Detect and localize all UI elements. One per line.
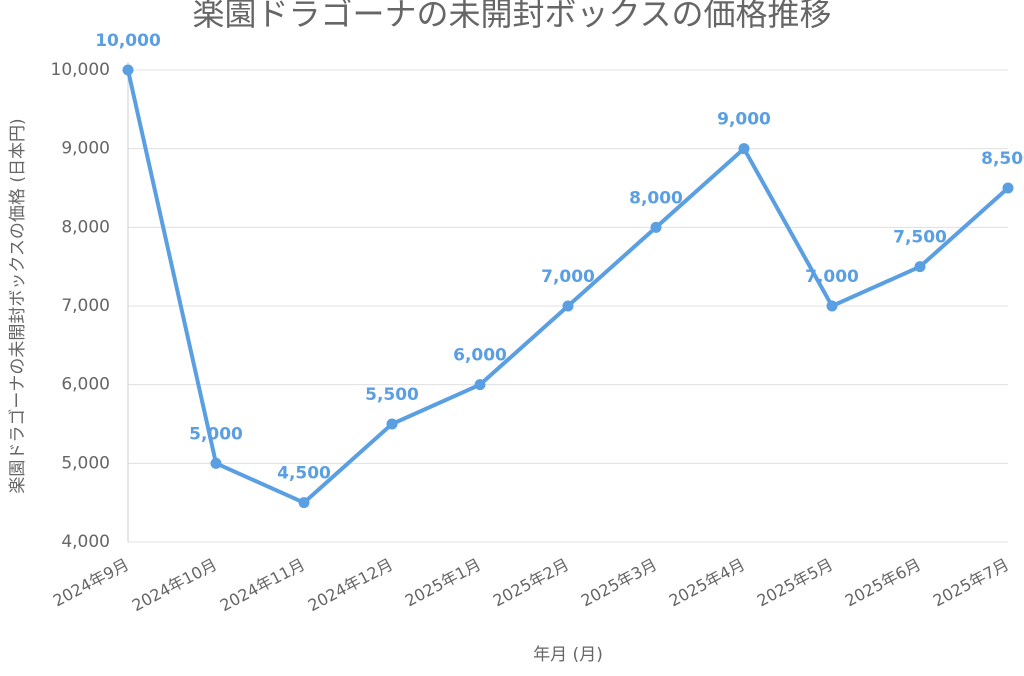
chart-title: 楽園ドラゴーナの未開封ボックスの価格推移	[192, 0, 831, 33]
point	[914, 261, 926, 273]
x-tick-label: 2025年7月	[930, 555, 1012, 611]
point	[474, 379, 486, 391]
y-tick-label: 8,000	[61, 217, 110, 237]
data-label: 7,500	[893, 228, 947, 248]
data-label: 5,500	[365, 385, 419, 405]
y-axis-label: 楽園ドラゴーナの未開封ボックスの価格 (日本円)	[7, 118, 28, 493]
y-tick-label: 7,000	[61, 296, 110, 316]
data-label: 10,000	[95, 31, 161, 51]
point	[738, 143, 750, 155]
x-tick-label: 2024年12月	[305, 555, 396, 615]
y-tick-label: 10,000	[51, 60, 110, 80]
data-label: 5,000	[189, 424, 243, 444]
x-tick-label: 2024年9月	[50, 555, 132, 611]
y-tick-label: 4,000	[61, 532, 110, 552]
y-tick-label: 9,000	[61, 139, 110, 159]
x-tick-label: 2025年6月	[842, 555, 924, 611]
point	[1002, 182, 1014, 194]
x-tick-label: 2024年11月	[217, 555, 308, 615]
data-label: 7,000	[541, 267, 595, 287]
y-tick-label: 6,000	[61, 375, 110, 395]
data-label: 9,000	[717, 110, 771, 130]
point	[386, 418, 398, 430]
data-label: 4,500	[277, 464, 331, 484]
point	[122, 64, 134, 76]
x-tick-label: 2025年2月	[490, 555, 572, 611]
point	[298, 497, 310, 509]
data-label: 8,500	[981, 149, 1024, 169]
point	[826, 300, 838, 312]
x-axis-label: 年月 (月)	[533, 645, 603, 665]
x-tick-label: 2025年4月	[666, 555, 748, 611]
point	[562, 300, 574, 312]
x-tick-label: 2024年10月	[129, 555, 220, 615]
x-tick-label: 2025年1月	[402, 555, 484, 611]
y-tick-label: 5,000	[61, 453, 110, 473]
x-tick-label: 2025年3月	[578, 555, 660, 611]
x-tick-label: 2025年5月	[754, 555, 836, 611]
data-label: 6,000	[453, 346, 507, 366]
data-label: 8,000	[629, 188, 683, 208]
data-label: 7,000	[805, 267, 859, 287]
point	[210, 457, 222, 469]
point	[650, 221, 662, 233]
